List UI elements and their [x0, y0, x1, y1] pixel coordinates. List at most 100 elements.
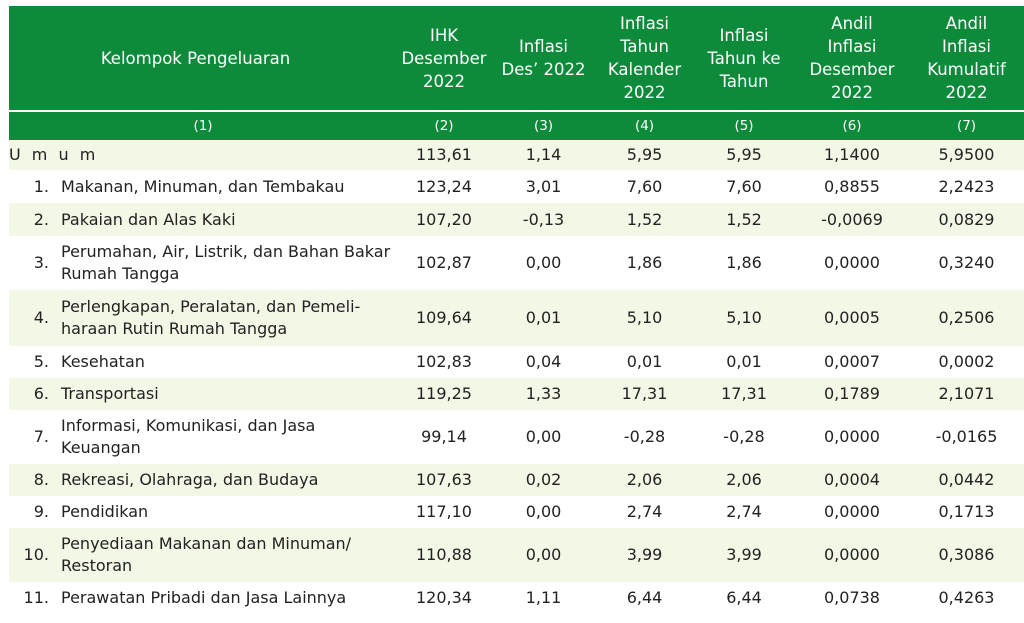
value-cell: 0,1713 — [909, 496, 1024, 528]
header-line: 2022 — [945, 83, 988, 102]
header-line: Kelompok Pengeluaran — [100, 48, 291, 68]
row-label-cell: 5. Kesehatan — [9, 346, 397, 378]
value-cell: 0,1789 — [795, 378, 909, 410]
value-cell: 0,4263 — [909, 582, 1024, 614]
column-number-6: (6) — [795, 110, 909, 140]
value-cell: 0,01 — [491, 290, 596, 346]
value-cell: 2,74 — [693, 496, 795, 528]
row-label-cell: U m u m — [9, 140, 397, 170]
column-header-1: Kelompok Pengeluaran — [9, 6, 397, 111]
header-line: Andil — [945, 14, 988, 33]
row-label-cell: 4. Perlengkapan, Peralatan, dan Pemeli-ha… — [9, 290, 397, 346]
value-cell: 2,06 — [596, 464, 693, 496]
row-label: Pendidikan — [61, 502, 149, 521]
value-cell: 5,9500 — [909, 140, 1024, 170]
value-cell: 107,63 — [397, 464, 491, 496]
row-number: 8. — [33, 470, 49, 489]
value-cell: 1,86 — [596, 236, 693, 290]
column-header-4: Inflasi Tahun Kalender 2022 — [596, 6, 693, 111]
column-header-6: Andil Inflasi Desember 2022 — [795, 6, 909, 111]
value-cell: 6,44 — [596, 582, 693, 614]
value-cell: 3,99 — [596, 528, 693, 582]
value-cell: 0,0000 — [795, 410, 909, 464]
value-cell: 102,87 — [397, 236, 491, 290]
value-cell: 0,01 — [693, 346, 795, 378]
row-label: Rekreasi, Olahraga, dan Budaya — [61, 470, 319, 489]
value-cell: 5,95 — [693, 140, 795, 170]
value-cell: 0,00 — [491, 236, 596, 290]
table-body: U m u m 113,61 1,14 5,95 5,95 1,1400 5,9500 1. M… — [9, 140, 1024, 614]
table-row: 6. Transportasi 119,25 1,33 17,31 17,31 0,1789… — [9, 378, 1024, 410]
header-line: 2022 — [831, 83, 873, 102]
value-cell: 0,00 — [491, 410, 596, 464]
value-cell: 2,06 — [693, 464, 795, 496]
value-cell: -0,0165 — [909, 410, 1024, 464]
row-label: Transportasi — [61, 384, 159, 403]
value-cell: 2,1071 — [909, 378, 1024, 410]
table-row: 3. Perumahan, Air, Listrik, dan Bahan Bak… — [9, 236, 1024, 290]
header-line: Kalender — [607, 60, 682, 79]
header-line: Inflasi — [719, 25, 769, 45]
row-label: Perawatan Pribadi dan Jasa Lainnya — [61, 588, 347, 607]
row-label: Informasi, Komunikasi, dan Jasa Keuangan — [61, 416, 316, 457]
row-number: 4. — [33, 308, 49, 327]
value-cell: 7,60 — [596, 170, 693, 203]
header-line: Inflasi — [619, 14, 669, 33]
value-cell: 1,33 — [491, 378, 596, 410]
row-label: Perlengkapan, Peralatan, dan Pemeli-hara… — [61, 297, 361, 338]
row-number: 3. — [33, 253, 49, 272]
value-cell: -0,28 — [693, 410, 795, 464]
value-cell: 3,99 — [693, 528, 795, 582]
header-line: Inflasi — [827, 37, 877, 56]
value-cell: 0,0005 — [795, 290, 909, 346]
row-number: 7. — [33, 427, 49, 446]
table-row: 1. Makanan, Minuman, dan Tembakau 123,24 3,… — [9, 170, 1024, 203]
value-cell: 0,0000 — [795, 236, 909, 290]
header-line: Tahun ke — [707, 48, 781, 68]
column-header-3: Inflasi Des’ 2022 — [491, 6, 596, 111]
table-row: 9. Pendidikan 117,10 0,00 2,74 2,74 0,0000 0,17… — [9, 496, 1024, 528]
row-number: 11. — [23, 588, 49, 607]
header-line: Tahun — [719, 71, 769, 91]
row-number: 5. — [33, 352, 49, 371]
row-label: Perumahan, Air, Listrik, dan Bahan Bakar… — [61, 242, 391, 283]
value-cell: 0,8855 — [795, 170, 909, 203]
value-cell: 0,00 — [491, 528, 596, 582]
table-row: 8. Rekreasi, Olahraga, dan Budaya 107,63 0,… — [9, 464, 1024, 496]
value-cell: 109,64 — [397, 290, 491, 346]
value-cell: 0,0738 — [795, 582, 909, 614]
value-cell: 3,01 — [491, 170, 596, 203]
table-row: 11. Perawatan Pribadi dan Jasa Lainnya 120… — [9, 582, 1024, 614]
header-line: Inflasi — [518, 37, 568, 56]
table-row: 2. Pakaian dan Alas Kaki 107,20 -0,13 1,52 1,… — [9, 203, 1024, 236]
row-label-cell: 8. Rekreasi, Olahraga, dan Budaya — [9, 464, 397, 496]
row-label: Penyediaan Makanan dan Minuman/ Restoran — [61, 534, 352, 575]
row-number: 10. — [23, 545, 49, 564]
value-cell: 5,10 — [693, 290, 795, 346]
table-row: 10. Penyediaan Makanan dan Minuman/ Resto… — [9, 528, 1024, 582]
column-number-5: (5) — [693, 110, 795, 140]
inflation-table: Kelompok Pengeluaran IHK Desember 2022 Infla… — [9, 6, 1024, 614]
row-label: U m u m — [9, 145, 99, 164]
header-line: Des’ 2022 — [501, 60, 586, 79]
value-cell: -0,13 — [491, 203, 596, 236]
value-cell: 1,11 — [491, 582, 596, 614]
header-line: Inflasi — [941, 37, 991, 56]
column-number-4: (4) — [596, 110, 693, 140]
row-label-cell: 6. Transportasi — [9, 378, 397, 410]
value-cell: 123,24 — [397, 170, 491, 203]
header-line: Desember — [401, 48, 487, 68]
value-cell: 0,0000 — [795, 496, 909, 528]
row-label-cell: 9. Pendidikan — [9, 496, 397, 528]
header-line: 2022 — [423, 71, 465, 91]
value-cell: 5,10 — [596, 290, 693, 346]
column-number-3: (3) — [491, 110, 596, 140]
row-number: 1. — [33, 176, 49, 196]
value-cell: 2,74 — [596, 496, 693, 528]
value-cell: 17,31 — [596, 378, 693, 410]
row-label-cell: 1. Makanan, Minuman, dan Tembakau — [9, 170, 397, 203]
value-cell: 1,14 — [491, 140, 596, 170]
value-cell: 7,60 — [693, 170, 795, 203]
value-cell: 0,02 — [491, 464, 596, 496]
value-cell: 113,61 — [397, 140, 491, 170]
